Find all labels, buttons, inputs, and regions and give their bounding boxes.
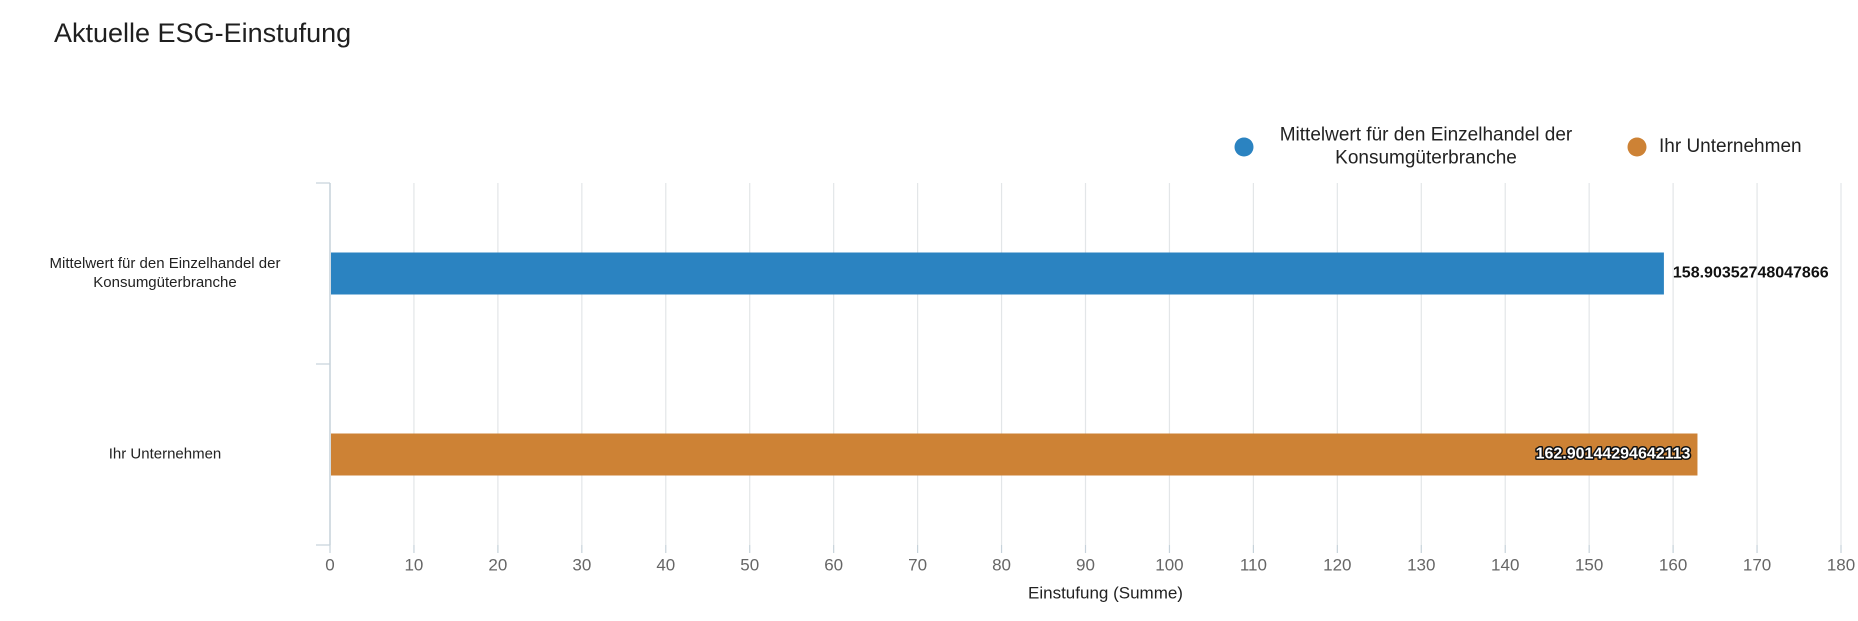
x-tick-label: 150 bbox=[1575, 555, 1603, 574]
bar[interactable] bbox=[331, 433, 1698, 476]
x-tick-label: 180 bbox=[1827, 555, 1855, 574]
legend[interactable]: Mittelwert für den Einzelhandel der Konsu… bbox=[1234, 125, 1802, 169]
x-tick-label: 120 bbox=[1323, 555, 1351, 574]
legend-marker bbox=[1234, 137, 1254, 157]
x-tick-label: 10 bbox=[404, 555, 423, 574]
legend-label-line: Konsumgüterbranche bbox=[1335, 148, 1517, 169]
x-tick-label: 60 bbox=[824, 555, 843, 574]
legend-label: Ihr Unternehmen bbox=[1659, 136, 1802, 157]
y-category-label-line: Konsumgüterbranche bbox=[93, 274, 236, 291]
bars bbox=[331, 252, 1698, 476]
x-tick-label: 30 bbox=[572, 555, 591, 574]
x-tick-label: 40 bbox=[656, 555, 675, 574]
x-tick-label: 100 bbox=[1155, 555, 1183, 574]
y-category-label: Ihr Unternehmen bbox=[109, 445, 222, 462]
y-category-label-line: Ihr Unternehmen bbox=[109, 445, 222, 462]
x-tick-label: 90 bbox=[1076, 555, 1095, 574]
x-tick-label: 50 bbox=[740, 555, 759, 574]
x-tick-label: 160 bbox=[1659, 555, 1687, 574]
x-tick-label: 80 bbox=[992, 555, 1011, 574]
y-category-label: Mittelwert für den Einzelhandel der Konsu… bbox=[50, 255, 281, 291]
x-tick-label: 130 bbox=[1407, 555, 1435, 574]
x-tick-label: 70 bbox=[908, 555, 927, 574]
x-tick-label: 0 bbox=[325, 555, 334, 574]
x-tick-label: 20 bbox=[488, 555, 507, 574]
axes: 0 10 20 30 40 50 60 70 80 90 100 110 120 130 140 150 160… bbox=[50, 182, 1855, 602]
data-label: 158.90352748047866 bbox=[1673, 265, 1829, 282]
legend-label-line: Ihr Unternehmen bbox=[1659, 136, 1802, 157]
legend-item[interactable]: Ihr Unternehmen bbox=[1627, 136, 1802, 157]
labels: 158.90352748047866 162.90144294642113 bbox=[1534, 265, 1829, 465]
gridlines bbox=[413, 183, 1842, 545]
data-label: 162.90144294642113 bbox=[1536, 446, 1691, 463]
y-category-label-line: Mittelwert für den Einzelhandel der bbox=[50, 255, 281, 272]
legend-item[interactable]: Mittelwert für den Einzelhandel der Konsu… bbox=[1234, 125, 1573, 169]
legend-label-line: Mittelwert für den Einzelhandel der bbox=[1280, 125, 1573, 146]
legend-label: Mittelwert für den Einzelhandel der Konsu… bbox=[1280, 125, 1573, 169]
x-axis-title: Einstufung (Summe) bbox=[1028, 583, 1183, 602]
chart-title: Aktuelle ESG-Einstufung bbox=[54, 18, 352, 48]
bar[interactable] bbox=[331, 252, 1664, 295]
x-tick-label: 170 bbox=[1743, 555, 1771, 574]
legend-marker bbox=[1627, 137, 1647, 157]
x-tick-label: 140 bbox=[1491, 555, 1519, 574]
x-tick-label: 110 bbox=[1240, 555, 1267, 574]
